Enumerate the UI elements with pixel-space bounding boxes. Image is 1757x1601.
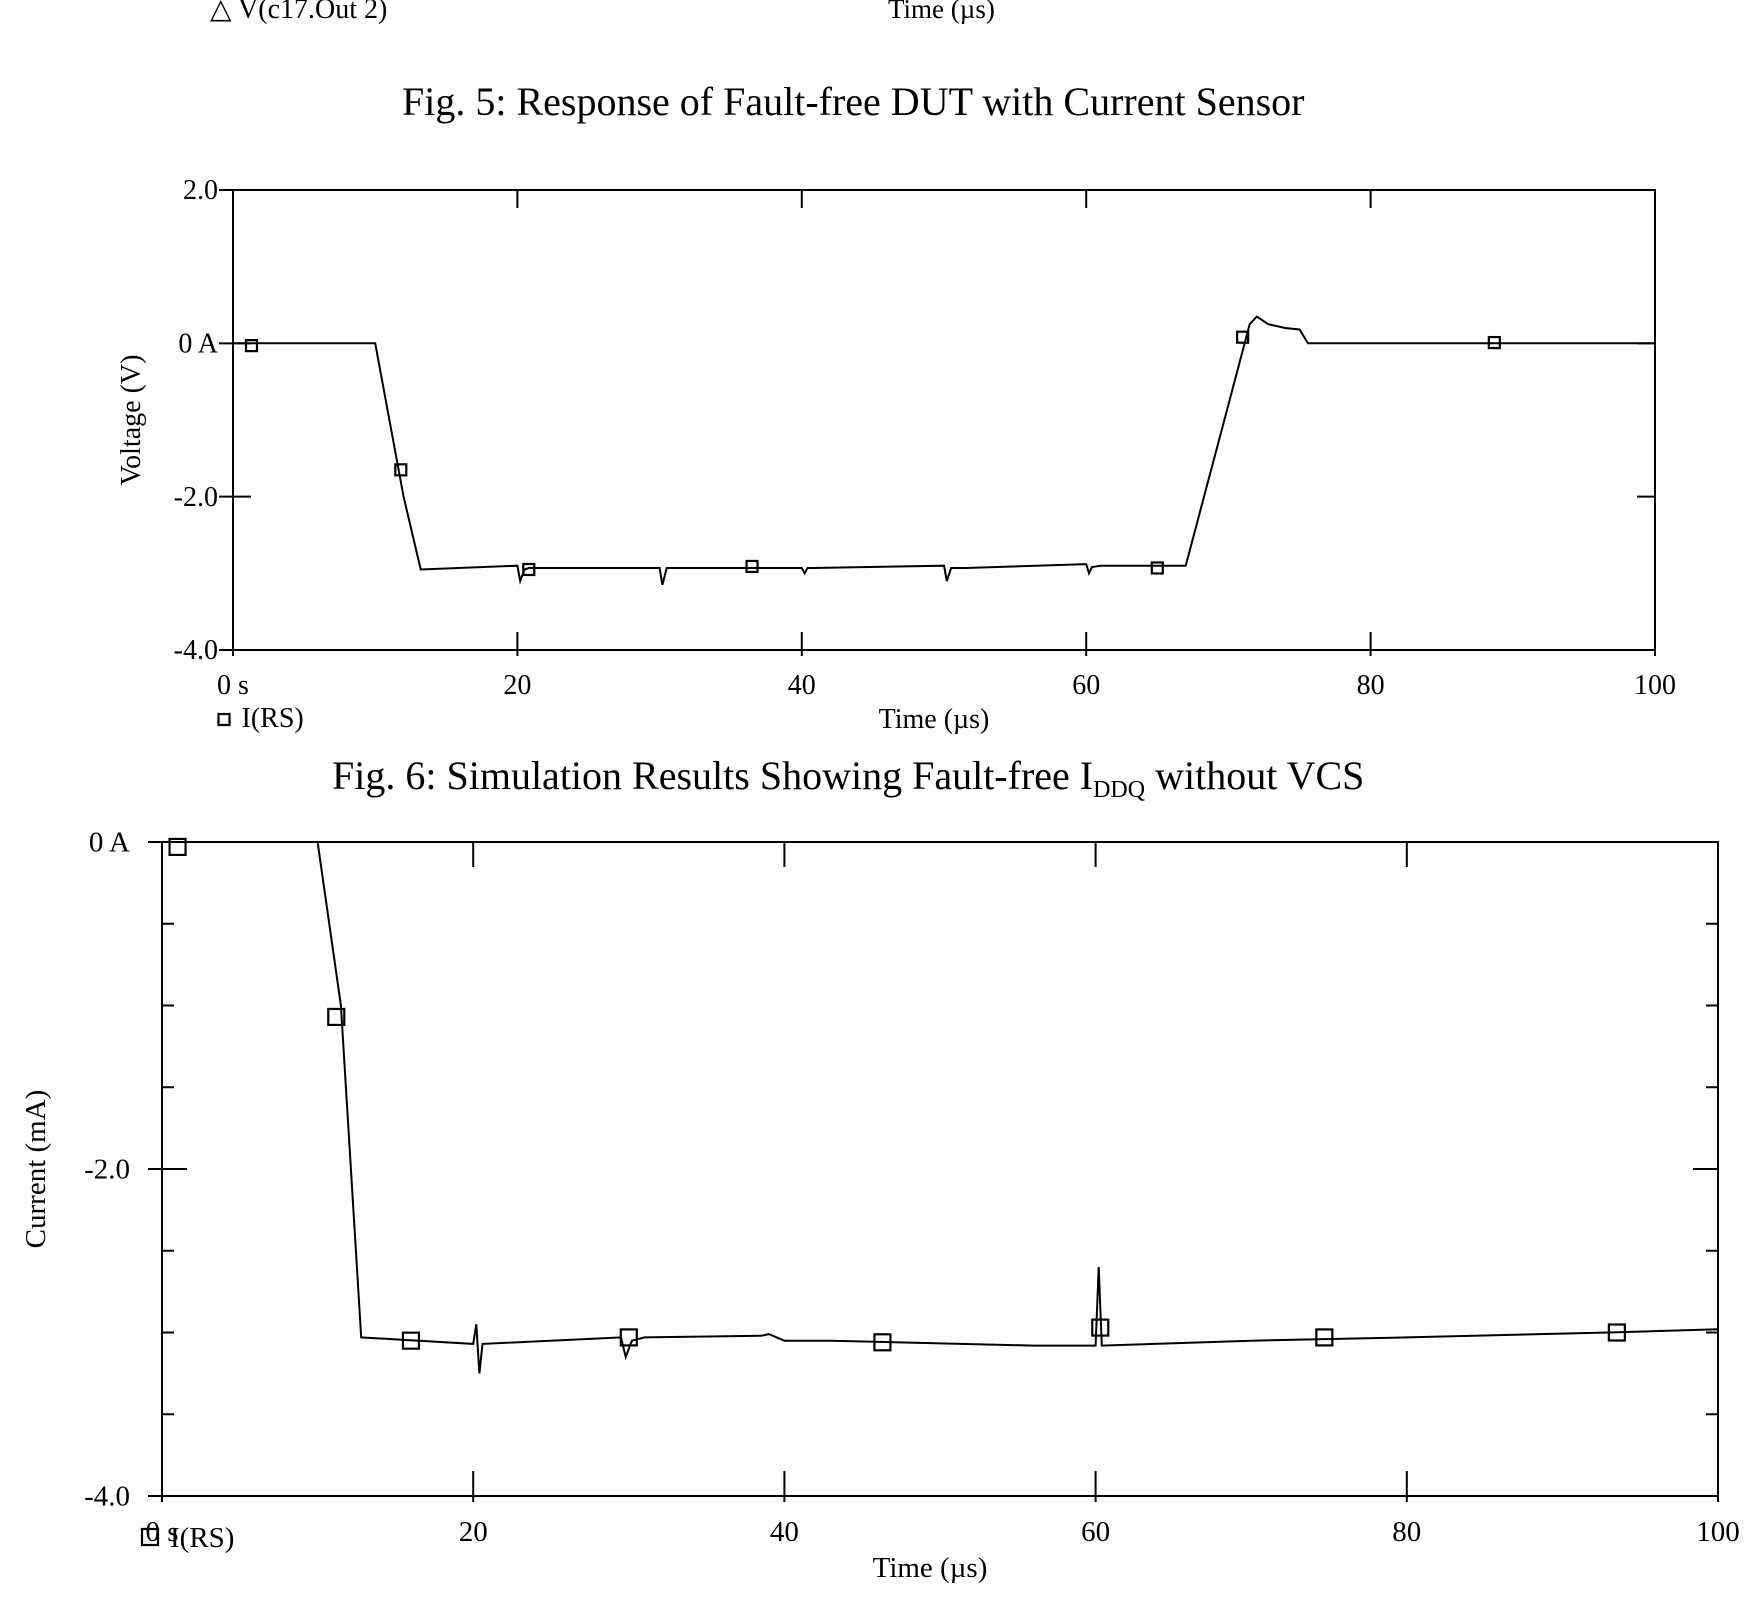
- y-tick-label: -2.0: [84, 1154, 130, 1186]
- prev-legend-entry: △ V(c17.Out 2): [210, 0, 388, 25]
- x-tick-label: 40: [770, 1516, 799, 1548]
- series-marker: [745, 559, 759, 574]
- series-marker: [1607, 1323, 1626, 1342]
- fig6-caption-tail: without VCS: [1145, 753, 1365, 798]
- chart-fig5: 0 s 20 40 60 80 100 2.0 0 A -2.0 -4.0 Time (µs) Vol…: [116, 175, 1676, 735]
- fig5-caption: Fig. 5: Response of Fault-free DUT with …: [402, 79, 1305, 124]
- x-tick-label: 60: [1072, 670, 1100, 701]
- x-tick-label: 0 s: [217, 670, 249, 701]
- x-tick-label: 20: [459, 1516, 488, 1548]
- x-tick-label: 60: [1081, 1516, 1110, 1548]
- series-marker: [522, 562, 536, 577]
- legend-label: I(RS): [242, 703, 304, 734]
- x-tick-label: 40: [788, 670, 816, 701]
- plot-frame: [161, 841, 1719, 1497]
- series-line: [233, 315, 1655, 586]
- series-marker: [394, 463, 408, 477]
- y-tick-label: 2.0: [183, 175, 218, 206]
- plot-frame: [232, 189, 1656, 651]
- fig6-caption-subscript: DDQ: [1093, 777, 1146, 803]
- y-tick-label: -4.0: [84, 1481, 130, 1513]
- series-marker: [619, 1328, 638, 1347]
- series-marker: [1315, 1328, 1334, 1347]
- y-tick-label: 0 A: [89, 827, 130, 859]
- series-marker: [244, 339, 259, 353]
- series-marker: [1150, 561, 1164, 575]
- series-marker: [168, 837, 187, 857]
- series-line: [162, 841, 1719, 1374]
- y-tick-label: -2.0: [174, 482, 218, 513]
- legend-marker: [217, 712, 231, 727]
- series-marker: [1487, 335, 1501, 350]
- x-tick-label: 0 s: [145, 1516, 178, 1548]
- chart-fig6: 0 s 20 40 60 80 100 0 A -2.0 -4.0 Time (µs) Curren…: [20, 827, 1740, 1584]
- series-marker: [401, 1331, 421, 1350]
- y-axis-label: Voltage (V): [116, 355, 147, 486]
- fig6-caption: Fig. 6: Simulation Results Showing Fault…: [332, 752, 1364, 804]
- x-axis-label: Time (µs): [873, 1552, 988, 1584]
- series-marker: [1091, 1318, 1110, 1337]
- legend-marker: [140, 1527, 160, 1547]
- series-marker: [873, 1333, 892, 1352]
- y-tick-label: -4.0: [174, 635, 218, 666]
- series-marker: [327, 1007, 346, 1027]
- legend-label: I(RS): [170, 1522, 234, 1554]
- x-tick-label: 80: [1357, 670, 1385, 701]
- y-axis-label: Current (mA): [20, 1090, 52, 1249]
- x-axis-label: Time (µs): [879, 704, 990, 735]
- fig6-caption-main: Fig. 6: Simulation Results Showing Fault…: [332, 753, 1094, 798]
- x-tick-label: 80: [1392, 1516, 1421, 1548]
- x-tick-label: 100: [1696, 1516, 1740, 1548]
- x-tick-label: 20: [503, 670, 531, 701]
- prev-x-axis-label: Time (µs): [888, 0, 995, 24]
- x-tick-label: 100: [1634, 670, 1676, 701]
- y-tick-label: 0 A: [178, 329, 218, 360]
- series-marker: [1236, 330, 1250, 344]
